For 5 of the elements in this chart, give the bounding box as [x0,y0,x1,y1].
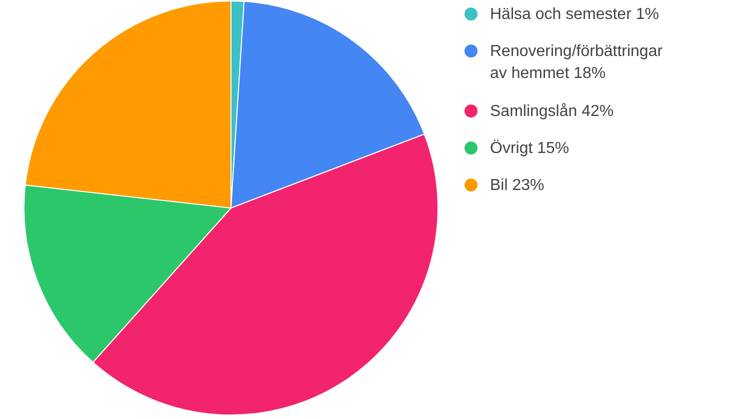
legend-label: Övrigt 15% [490,138,570,156]
legend-label: Hälsa och semester 1% [490,6,659,22]
legend-label: Bil 23% [490,176,544,194]
legend-label: Samlingslån 42% [490,102,614,120]
legend-label: Renovering/förbättringar av hemmet 18% [490,42,664,82]
